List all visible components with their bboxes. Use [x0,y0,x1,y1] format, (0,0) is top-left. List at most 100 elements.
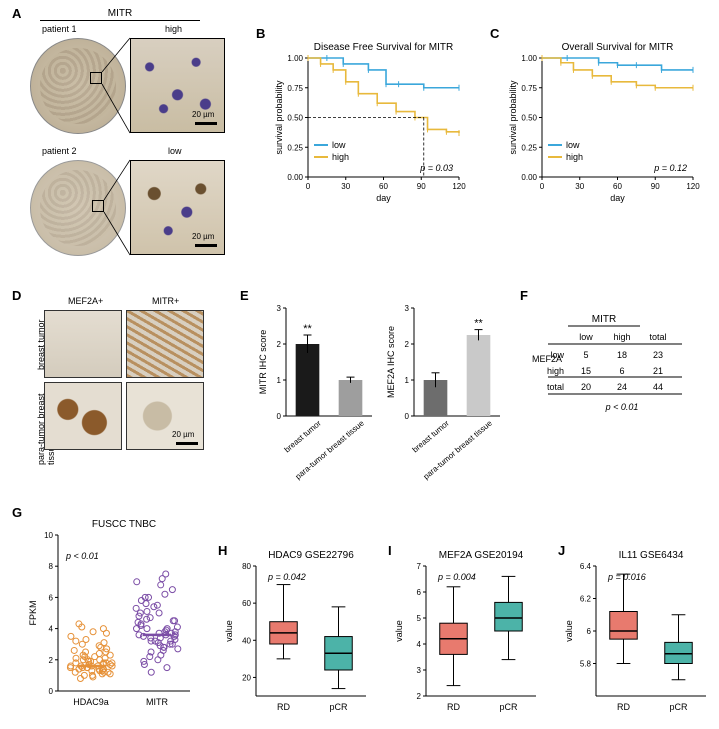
svg-text:p = 0.03: p = 0.03 [419,163,453,173]
panel-b-chart: Disease Free Survival for MITR 0.00 0.25 0.… [270,40,465,205]
svg-text:low: low [550,350,564,360]
panel-j-chart: IL11 GSE64345.866.26.4valuep = 0.016RDpC… [562,548,712,718]
panel-d-label: D [12,288,21,303]
panel-f-label: F [520,288,528,303]
panel-e-chart2: 0123MEF2A IHC scorebreast tumor**para-tu… [384,298,504,478]
svg-text:p = 0.12: p = 0.12 [653,163,687,173]
svg-text:Disease Free Survival for MITR: Disease Free Survival for MITR [314,42,453,53]
svg-text:pCR: pCR [669,702,688,712]
svg-text:6.4: 6.4 [580,562,592,571]
svg-text:high: high [613,332,630,342]
svg-text:20: 20 [242,673,251,682]
svg-text:0.00: 0.00 [521,173,537,182]
svg-text:Overall Survival for MITR: Overall Survival for MITR [562,42,674,53]
svg-text:0: 0 [306,182,311,191]
svg-text:value: value [564,620,574,642]
svg-text:low: low [579,332,593,342]
svg-text:6.2: 6.2 [580,595,592,604]
svg-text:survival probability: survival probability [508,80,518,155]
panel-d-col1: MEF2A+ [68,296,103,306]
svg-text:8: 8 [49,562,54,571]
svg-text:1.00: 1.00 [521,54,537,63]
svg-text:para-tumor breast tissue: para-tumor breast tissue [294,418,367,481]
svg-text:pCR: pCR [499,702,518,712]
svg-text:2: 2 [417,692,422,701]
d-mef2a-tumor [44,310,122,378]
svg-text:MITR: MITR [592,314,616,325]
svg-text:breast tumor: breast tumor [283,418,323,454]
svg-text:0.50: 0.50 [521,114,537,123]
svg-text:5.8: 5.8 [580,660,592,669]
svg-text:**: ** [303,323,312,335]
panel-g-label: G [12,505,22,520]
d-mitr-tumor [126,310,204,378]
svg-text:survival probability: survival probability [274,80,284,155]
svg-text:1: 1 [277,376,282,385]
svg-text:p < 0.01: p < 0.01 [65,551,99,561]
panel-d-col2: MITR+ [152,296,179,306]
svg-text:p = 0.042: p = 0.042 [267,572,306,582]
svg-text:40: 40 [242,636,251,645]
svg-text:3: 3 [405,304,410,313]
svg-text:p = 0.016: p = 0.016 [607,572,646,582]
svg-text:HDAC9 GSE22796: HDAC9 GSE22796 [268,550,354,561]
svg-text:5: 5 [417,614,422,623]
svg-text:0: 0 [540,182,545,191]
svg-text:high: high [547,366,564,376]
panel-h-chart: HDAC9 GSE2279620406080valuep = 0.042RDpC… [222,548,372,718]
svg-text:3: 3 [417,666,422,675]
svg-text:30: 30 [575,182,584,191]
panel-e-label: E [240,288,249,303]
svg-text:FUSCC TNBC: FUSCC TNBC [92,519,156,530]
patient2-scalebar-label: 20 µm [192,232,214,241]
svg-text:IL11 GSE6434: IL11 GSE6434 [619,550,684,561]
svg-text:0.00: 0.00 [287,173,303,182]
svg-text:RD: RD [447,702,460,712]
svg-text:MITR: MITR [146,697,168,707]
panel-f-table: MITRMEF2Alowhightotallow51823high15621to… [524,310,714,430]
svg-text:7: 7 [417,562,422,571]
svg-text:80: 80 [242,562,251,571]
svg-text:4: 4 [49,625,54,634]
svg-text:0.25: 0.25 [287,143,303,152]
svg-text:0: 0 [405,412,410,421]
svg-text:0.50: 0.50 [287,114,303,123]
d-mef2a-para [44,382,122,450]
svg-text:0: 0 [277,412,282,421]
svg-text:para-tumor breast tissue: para-tumor breast tissue [422,418,495,481]
svg-text:p < 0.01: p < 0.01 [605,402,639,412]
panel-e-chart1: 0123MITR IHC score**breast tumorpara-tum… [256,298,376,478]
svg-text:6: 6 [49,593,54,602]
patient2-scalebar [195,244,217,247]
svg-text:day: day [376,193,391,203]
svg-text:RD: RD [617,702,630,712]
svg-text:15: 15 [581,366,591,376]
svg-text:2: 2 [49,656,54,665]
svg-text:pCR: pCR [329,702,348,712]
svg-text:value: value [224,620,234,642]
svg-text:4: 4 [417,640,422,649]
svg-text:MITR IHC score: MITR IHC score [258,330,268,395]
svg-text:high: high [566,152,583,162]
panel-c-chart: Overall Survival for MITR0.000.250.500.7… [504,40,699,205]
svg-text:90: 90 [651,182,660,191]
svg-text:20: 20 [581,382,591,392]
panel-i-chart: MEF2A GSE20194234567valuep = 0.004RDpCR [392,548,542,718]
svg-text:day: day [610,193,625,203]
svg-text:2: 2 [277,340,282,349]
svg-text:18: 18 [617,350,627,360]
svg-text:value: value [394,620,404,642]
svg-text:high: high [332,152,349,162]
svg-text:**: ** [474,318,483,330]
svg-text:1.00: 1.00 [287,54,303,63]
svg-text:23: 23 [653,350,663,360]
svg-text:6: 6 [417,588,422,597]
d-scalebar [176,442,198,445]
svg-text:30: 30 [341,182,350,191]
svg-text:low: low [332,140,346,150]
svg-text:24: 24 [617,382,627,392]
d-mitr-para [126,382,204,450]
svg-text:0.75: 0.75 [521,84,537,93]
svg-text:5: 5 [583,350,588,360]
svg-text:90: 90 [417,182,426,191]
